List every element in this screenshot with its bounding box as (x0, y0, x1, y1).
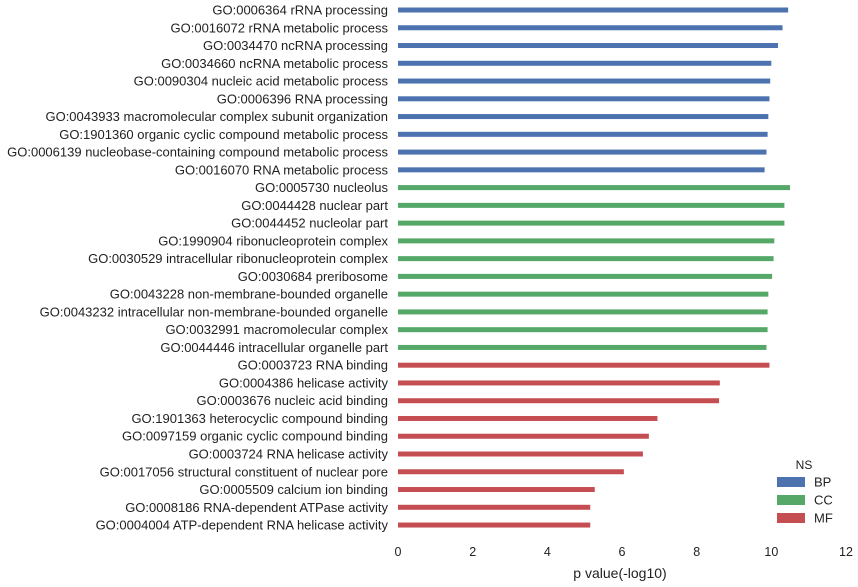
bar-24 (398, 415, 658, 421)
x-axis-label: p value(-log10) (573, 565, 666, 581)
category-label: GO:0034470 ncRNA processing (203, 38, 388, 53)
legend-swatch-cc (777, 495, 805, 505)
category-label: GO:0030529 intracellular ribonucleoprote… (88, 251, 388, 266)
category-label: GO:0043232 intracellular non-membrane-bo… (40, 304, 388, 319)
bar-27 (398, 469, 624, 475)
bar-9 (398, 149, 767, 155)
x-axis-ticks: 0 2 4 6 8 10 12 (395, 545, 853, 559)
bar-30 (398, 522, 591, 528)
bar-19 (398, 327, 768, 333)
bar-29 (398, 504, 591, 510)
category-label: GO:0006364 rRNA processing (212, 3, 388, 18)
legend-label-mf: MF (814, 511, 833, 526)
bar-16 (398, 273, 773, 279)
legend-title: NS (796, 458, 813, 472)
category-label: GO:1901363 heterocyclic compound binding (131, 411, 388, 426)
category-label: GO:0044446 intracellular organelle part (160, 340, 388, 355)
bars-group (398, 7, 790, 528)
category-labels: GO:0006364 rRNA processing GO:0016072 rRN… (7, 3, 388, 533)
x-tick-label: 2 (469, 545, 476, 559)
category-label: GO:0016070 RNA metabolic process (175, 162, 389, 177)
bar-1 (398, 7, 789, 13)
bar-28 (398, 487, 595, 493)
category-label: GO:0043228 non-membrane-bounded organell… (110, 287, 388, 302)
category-label: GO:0003676 nucleic acid binding (196, 393, 388, 408)
bar-25 (398, 433, 649, 439)
category-label: GO:0004386 helicase activity (219, 375, 389, 390)
category-label: GO:0017056 structural constituent of nuc… (100, 464, 388, 479)
bar-14 (398, 238, 775, 244)
legend: NS BP CC MF (777, 458, 833, 526)
legend-swatch-mf (777, 513, 805, 523)
x-tick-label: 0 (395, 545, 402, 559)
x-tick-label: 12 (839, 545, 853, 559)
bar-15 (398, 256, 774, 262)
legend-label-bp: BP (814, 475, 831, 490)
category-label: GO:0003724 RNA helicase activity (189, 447, 389, 462)
category-label: GO:0044452 nucleolar part (231, 216, 388, 231)
bar-5 (398, 78, 771, 84)
bar-11 (398, 185, 790, 191)
bar-6 (398, 96, 770, 102)
legend-swatch-bp (777, 477, 805, 487)
category-label: GO:0016072 rRNA metabolic process (171, 20, 389, 35)
category-label: GO:0005730 nucleolus (255, 180, 388, 195)
category-label: GO:0043933 macromolecular complex subuni… (45, 109, 388, 124)
bar-2 (398, 25, 783, 31)
x-tick-label: 6 (619, 545, 626, 559)
legend-label-cc: CC (814, 493, 833, 508)
x-tick-label: 4 (544, 545, 551, 559)
category-label: GO:0004004 ATP-dependent RNA helicase ac… (96, 518, 389, 533)
category-label: GO:0003723 RNA binding (238, 358, 388, 373)
category-label: GO:0008186 RNA-dependent ATPase activity (125, 500, 388, 515)
category-label: GO:0032991 macromolecular complex (165, 322, 388, 337)
category-label: GO:1990904 ribonucleoprotein complex (158, 233, 388, 248)
bar-17 (398, 291, 769, 297)
category-label: GO:0030684 preribosome (238, 269, 388, 284)
category-label: GO:0044428 nuclear part (241, 198, 388, 213)
bar-22 (398, 380, 720, 386)
bar-18 (398, 309, 768, 315)
category-label: GO:1901360 organic cyclic compound metab… (59, 127, 388, 142)
bar-10 (398, 167, 765, 173)
category-label: GO:0090304 nucleic acid metabolic proces… (134, 74, 389, 89)
x-tick-label: 8 (693, 545, 700, 559)
category-label: GO:0006396 RNA processing (217, 91, 388, 106)
bar-3 (398, 43, 779, 49)
category-label: GO:0034660 ncRNA metabolic process (161, 56, 388, 71)
x-tick-label: 10 (764, 545, 778, 559)
bar-23 (398, 398, 720, 404)
bar-20 (398, 344, 767, 350)
bar-21 (398, 362, 770, 368)
bar-13 (398, 220, 785, 226)
category-label: GO:0097159 organic cyclic compound bindi… (122, 429, 388, 444)
bar-4 (398, 60, 772, 66)
bar-26 (398, 451, 643, 457)
category-label: GO:0006139 nucleobase-containing compoun… (7, 145, 388, 160)
bar-7 (398, 114, 769, 120)
category-label: GO:0005509 calcium ion binding (199, 482, 388, 497)
bar-12 (398, 202, 785, 208)
bar-8 (398, 131, 768, 137)
